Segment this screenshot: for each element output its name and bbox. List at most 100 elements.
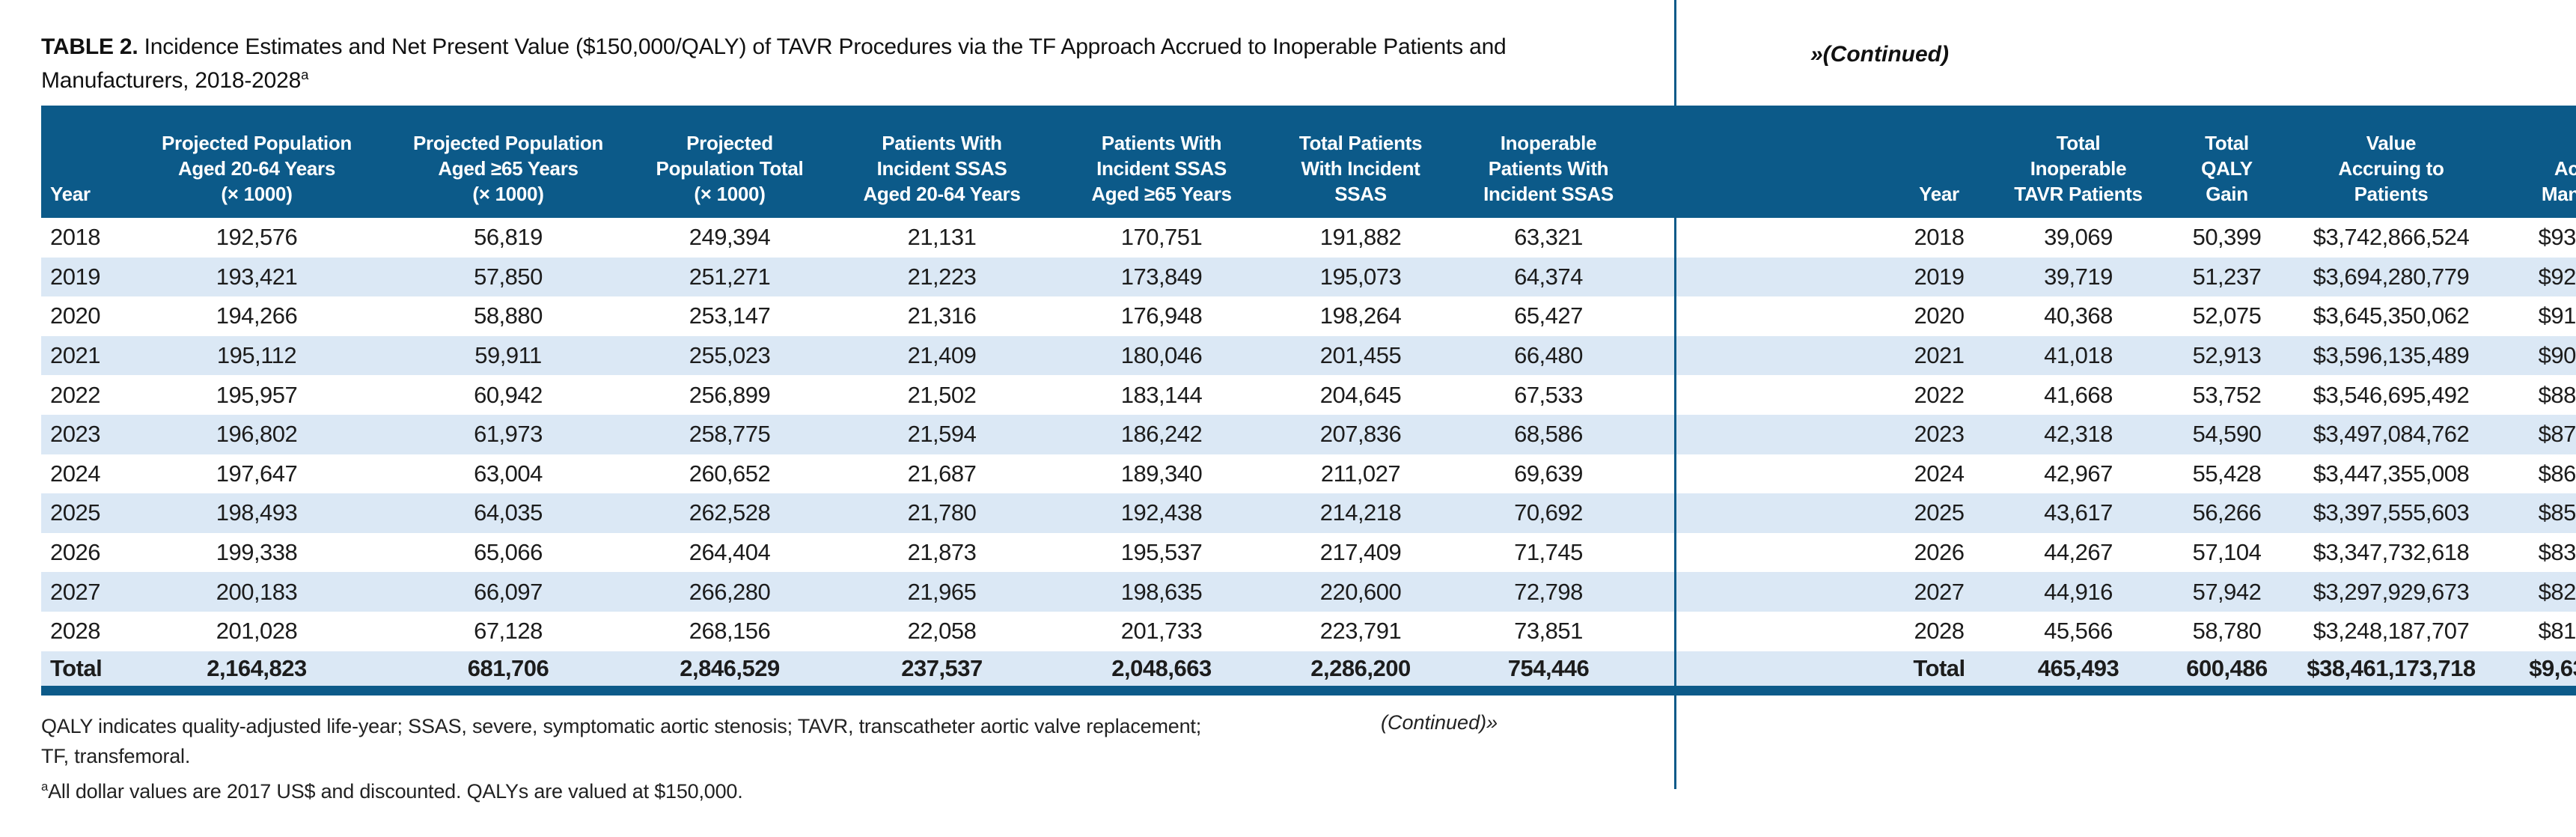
- cell-value-manufacturers: $913,227,309: [2538, 302, 2576, 329]
- cell-year-left: 2019: [50, 263, 100, 290]
- cell-ssas-total: 198,264: [1319, 302, 1402, 329]
- cell-value-patients: $3,596,135,489: [2313, 342, 2470, 369]
- cell-proj-pop-20-64: 196,802: [216, 421, 298, 448]
- cell-year-left: 2022: [50, 381, 100, 408]
- cell-year-right: 2020: [1914, 302, 1965, 329]
- table-number-label: TABLE 2.: [41, 34, 138, 59]
- cell-value-patients: $3,742,866,524: [2313, 224, 2470, 251]
- cell-proj-pop-total: 255,023: [689, 342, 771, 369]
- cell-inoperable-ssas: 67,533: [1514, 381, 1583, 408]
- cell-spacer: [1640, 493, 1892, 533]
- cell-proj-pop-total: 249,394: [689, 224, 771, 251]
- cell-year-left: 2020: [50, 302, 100, 329]
- cell-proj-pop-total: 268,156: [689, 618, 771, 645]
- cell-qaly-gain: 53,752: [2192, 381, 2262, 408]
- cell-ssas-65: 201,733: [1120, 618, 1203, 645]
- cell-qaly-gain: 600,486: [2186, 654, 2268, 681]
- cell-proj-pop-total: 258,775: [689, 421, 771, 448]
- cell-ssas-65: 195,537: [1120, 539, 1203, 566]
- cell-value-manufacturers: $863,625,902: [2538, 460, 2576, 487]
- cell-tavr-patients: 42,318: [2044, 421, 2113, 448]
- table-row-2025: 2025 198,493 64,035 262,528 21,780 192,438 214…: [41, 493, 2576, 533]
- cell-value-manufacturers: $826,192,105: [2538, 578, 2576, 605]
- table-footnotes: QALY indicates quality-adjusted life-yea…: [41, 711, 1388, 806]
- cell-ssas-65: 183,144: [1120, 381, 1203, 408]
- cell-ssas-20-64: 21,409: [907, 342, 977, 369]
- cell-qaly-gain: 54,590: [2192, 421, 2262, 448]
- cell-ssas-total: 214,218: [1319, 499, 1402, 526]
- cell-tavr-patients: 44,267: [2044, 539, 2113, 566]
- cell-inoperable-ssas: 69,639: [1514, 460, 1583, 487]
- cell-ssas-65: 173,849: [1120, 263, 1203, 290]
- cell-value-patients: $3,645,350,062: [2313, 302, 2470, 329]
- cell-spacer: [1640, 533, 1892, 573]
- cell-year-left: 2018: [50, 224, 100, 251]
- cell-qaly-gain: 51,237: [2192, 263, 2262, 290]
- cell-value-manufacturers: $925,485,354: [2538, 263, 2576, 290]
- cell-ssas-total: 195,073: [1319, 263, 1402, 290]
- cell-qaly-gain: 50,399: [2192, 224, 2262, 251]
- table-row-2026: 2026 199,338 65,066 264,404 21,873 195,537 217…: [41, 533, 2576, 573]
- cell-ssas-total: 217,409: [1319, 539, 1402, 566]
- cell-value-patients: $3,497,084,762: [2313, 421, 2470, 448]
- cell-year-right: 2022: [1914, 381, 1965, 408]
- cell-qaly-gain: 52,075: [2192, 302, 2262, 329]
- cell-proj-pop-65: 61,973: [474, 421, 543, 448]
- cell-value-patients: $3,248,187,707: [2313, 618, 2470, 645]
- cell-spacer: [1640, 258, 1892, 297]
- column-divider-line: [1674, 0, 1676, 789]
- table-header-row: Year Projected Population Aged 20-64 Year…: [41, 106, 2576, 218]
- table-title-line1: Incidence Estimates and Net Present Valu…: [138, 34, 1507, 59]
- cell-value-patients: $3,447,355,008: [2313, 460, 2470, 487]
- cell-proj-pop-total: 266,280: [689, 578, 771, 605]
- cell-value-patients: $3,546,695,492: [2313, 381, 2470, 408]
- cell-value-manufacturers: $876,084,121: [2538, 421, 2576, 448]
- cell-tavr-patients: 39,719: [2044, 263, 2113, 290]
- table-row-2019: 2019 193,421 57,850 251,271 21,223 173,849 195…: [41, 257, 2576, 297]
- column-header-qaly-gain: Total QALY Gain: [2170, 106, 2283, 218]
- incidence-npv-table: Year Projected Population Aged 20-64 Year…: [41, 106, 2576, 696]
- cell-proj-pop-total: 264,404: [689, 539, 771, 566]
- cell-spacer: [1640, 612, 1892, 651]
- table-body: 2018 192,576 56,819 249,394 21,131 170,751 191…: [41, 218, 2576, 691]
- cell-value-patients: $3,694,280,779: [2313, 263, 2470, 290]
- cell-ssas-total: 223,791: [1319, 618, 1402, 645]
- footnote-a: aAll dollar values are 2017 US$ and disc…: [41, 776, 1388, 806]
- cell-value-patients: $38,461,173,718: [2307, 654, 2476, 681]
- cell-tavr-patients: 42,967: [2044, 460, 2113, 487]
- cell-year-left: 2021: [50, 342, 100, 369]
- cell-ssas-65: 2,048,663: [1111, 654, 1212, 681]
- cell-year-right: 2027: [1914, 578, 1965, 605]
- cell-year-left: 2026: [50, 539, 100, 566]
- cell-proj-pop-total: 256,899: [689, 381, 771, 408]
- cell-value-patients: $3,347,732,618: [2313, 539, 2470, 566]
- cell-ssas-20-64: 22,058: [907, 618, 977, 645]
- cell-proj-pop-total: 260,652: [689, 460, 771, 487]
- cell-proj-pop-20-64: 201,028: [216, 618, 298, 645]
- cell-inoperable-ssas: 72,798: [1514, 578, 1583, 605]
- cell-tavr-patients: 39,069: [2044, 224, 2113, 251]
- cell-ssas-20-64: 21,502: [907, 381, 977, 408]
- cell-spacer: [1640, 218, 1892, 258]
- cell-year-right: 2019: [1914, 263, 1965, 290]
- cell-ssas-20-64: 237,537: [901, 654, 983, 681]
- cell-ssas-65: 192,438: [1120, 499, 1203, 526]
- cell-tavr-patients: 41,018: [2044, 342, 2113, 369]
- cell-ssas-total: 191,882: [1319, 224, 1402, 251]
- cell-proj-pop-20-64: 195,112: [216, 342, 297, 369]
- table-row-2023: 2023 196,802 61,973 258,775 21,594 186,242 207…: [41, 414, 2576, 454]
- cell-proj-pop-total: 2,846,529: [680, 654, 780, 681]
- cell-tavr-patients: 43,617: [2044, 499, 2113, 526]
- cell-value-manufacturers: $900,898,152: [2538, 342, 2576, 369]
- table-title-line2: Manufacturers, 2018-2028: [41, 68, 302, 93]
- cell-year-left: 2024: [50, 460, 100, 487]
- cell-value-manufacturers: $937,656,978: [2538, 224, 2576, 251]
- cell-proj-pop-20-64: 192,576: [216, 224, 298, 251]
- column-header-year-right: Year: [1892, 106, 1986, 218]
- footnote-a-marker: a: [41, 779, 49, 794]
- cell-proj-pop-65: 60,942: [474, 381, 543, 408]
- cell-qaly-gain: 57,942: [2192, 578, 2262, 605]
- cell-proj-pop-total: 251,271: [689, 263, 771, 290]
- cell-proj-pop-65: 65,066: [474, 539, 543, 566]
- cell-tavr-patients: 465,493: [2037, 654, 2119, 681]
